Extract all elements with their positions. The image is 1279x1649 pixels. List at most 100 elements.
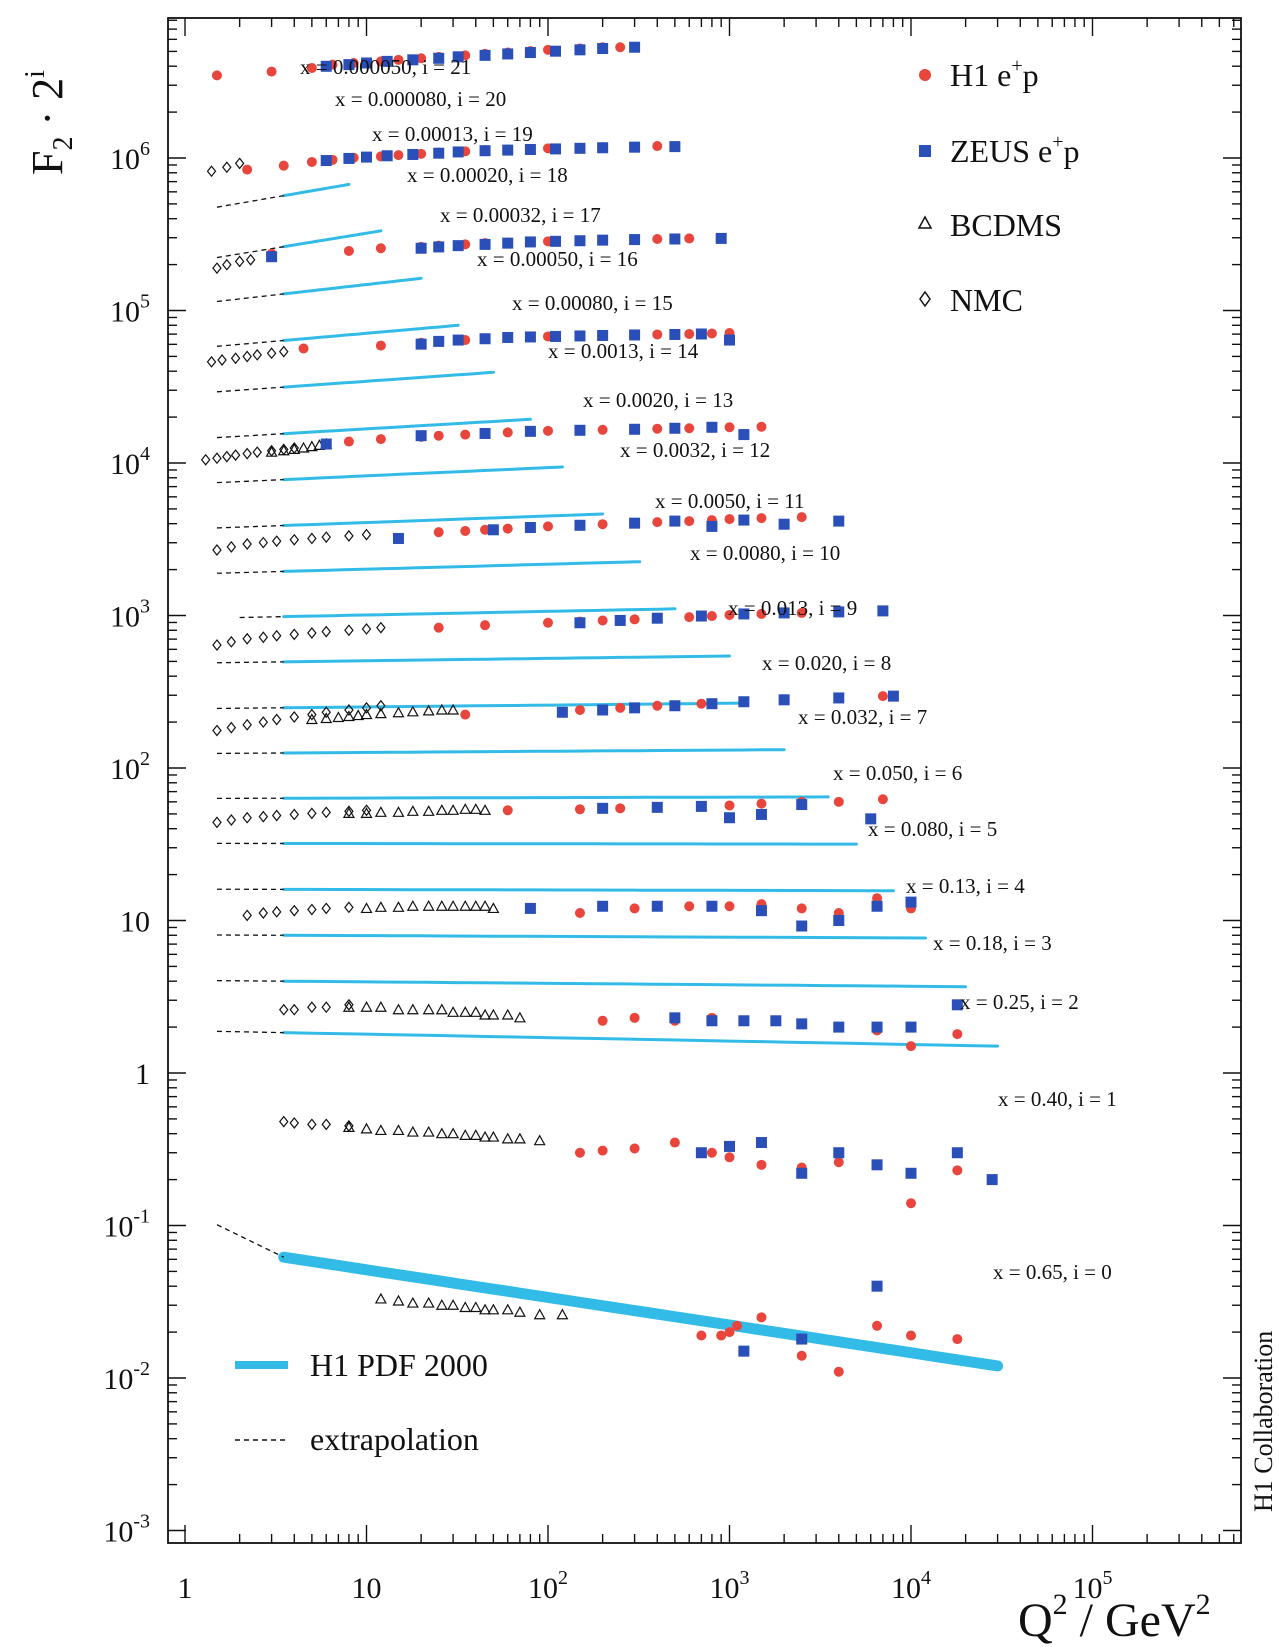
- fit-curve: [282, 229, 383, 249]
- legend: H1 e+p ZEUS e+p BCDMS NMC: [917, 55, 1079, 318]
- fit-curve: [282, 933, 927, 940]
- h1-point: [652, 329, 663, 340]
- h1-point: [684, 233, 695, 244]
- nmc-point: [307, 708, 317, 721]
- zeus-point: [871, 900, 883, 912]
- zeus-point: [381, 150, 393, 162]
- nmc-point: [344, 998, 354, 1011]
- h1-point: [724, 1152, 735, 1163]
- nmc-point: [258, 536, 269, 549]
- h1-point: [706, 328, 717, 339]
- bcdms-point: [447, 900, 460, 911]
- h1-point: [833, 1366, 844, 1377]
- zeus-point: [574, 519, 586, 531]
- nmc-point: [344, 704, 354, 716]
- zeus-point: [738, 608, 750, 620]
- bcdms-point: [422, 1003, 435, 1015]
- bcdms-point: [360, 1000, 373, 1012]
- bcdms-point: [342, 1000, 355, 1012]
- zeus-point: [796, 1333, 808, 1345]
- nmc-point: [258, 716, 269, 729]
- legend-zeus-marker: [919, 145, 931, 157]
- legend-zeus-label: ZEUS e+p: [950, 131, 1079, 169]
- zeus-point: [778, 518, 790, 530]
- h1-point: [652, 233, 663, 244]
- legend-bcdms-label: BCDMS: [950, 207, 1062, 243]
- nmc-point: [242, 909, 252, 922]
- zeus-point: [669, 328, 681, 340]
- zeus-point: [669, 515, 681, 527]
- nmc-point: [361, 804, 372, 817]
- h1-point: [756, 608, 767, 619]
- nmc-point: [271, 905, 282, 918]
- zeus-point: [755, 905, 767, 917]
- zeus-point: [392, 532, 404, 544]
- zeus-point: [433, 335, 445, 347]
- zeus-point: [865, 813, 877, 825]
- bcdms-point: [459, 1301, 472, 1313]
- h1-point: [877, 794, 888, 805]
- bin-label: x = 0.13, i = 4: [906, 874, 1025, 898]
- bin-labels: x = 0.000050, i = 21 x = 0.000080, i = 20…: [300, 55, 1117, 1284]
- zeus-point: [770, 1015, 782, 1027]
- bcdms-point: [392, 1124, 405, 1136]
- x-tick-labels: 1 10 102 103 104 105: [178, 1567, 1113, 1605]
- nmc-point: [222, 450, 232, 463]
- zeus-point: [738, 1015, 750, 1027]
- zeus-point: [669, 700, 681, 712]
- h1-point: [433, 430, 444, 441]
- extrapolation-line: [216, 195, 284, 208]
- h1-point: [543, 521, 553, 532]
- nmc-point: [245, 253, 256, 266]
- fit-curve: [282, 560, 642, 573]
- zeus-point: [706, 520, 718, 532]
- h1-point: [684, 423, 695, 434]
- nmc-point: [206, 355, 217, 368]
- h1-point: [652, 700, 663, 711]
- bcdms-point: [501, 1303, 514, 1315]
- zeus-point: [479, 49, 491, 61]
- zeus-point: [651, 801, 663, 813]
- bin-label: x = 0.18, i = 3: [933, 931, 1052, 955]
- fit-legend-band-label: H1 PDF 2000: [310, 1347, 488, 1383]
- zeus-point: [669, 1012, 681, 1024]
- zeus-point: [597, 704, 609, 716]
- zeus-point: [524, 236, 536, 248]
- nmc-point: [234, 255, 245, 268]
- zeus-point: [724, 1140, 735, 1152]
- bcdms-point: [360, 1122, 373, 1134]
- nmc-point: [271, 713, 282, 726]
- h1-point: [833, 1157, 844, 1168]
- h1-point: [796, 903, 807, 914]
- zeus-point: [502, 331, 514, 343]
- h1-point: [266, 66, 277, 77]
- h1-point: [684, 901, 695, 912]
- bin-label: x = 0.000050, i = 21: [300, 55, 471, 79]
- bcdms-point: [556, 1308, 569, 1320]
- zeus-point: [629, 141, 641, 153]
- zeus-point: [833, 915, 845, 926]
- bcdms-point: [447, 1299, 460, 1310]
- bin-label: x = 0.0050, i = 11: [655, 489, 805, 513]
- zeus-point: [796, 799, 808, 811]
- bcdms-point: [406, 1003, 419, 1015]
- bcdms-point: [422, 1296, 435, 1308]
- nmc-point: [289, 442, 300, 454]
- nmc-point: [212, 816, 222, 829]
- nmc-point: [307, 807, 317, 820]
- h1-point: [343, 245, 354, 256]
- fit-curve: [282, 795, 830, 800]
- h1-point: [502, 427, 513, 438]
- h1-point: [343, 436, 354, 447]
- zeus-point: [614, 614, 626, 626]
- h1-point: [597, 424, 608, 435]
- h1-point: [872, 1320, 883, 1331]
- zeus-point: [415, 338, 427, 350]
- y-tick-label: 102: [110, 748, 150, 786]
- nmc-point: [266, 347, 277, 360]
- h1-point: [706, 611, 717, 622]
- h1-point: [833, 796, 844, 807]
- y-tick-label: 105: [110, 291, 150, 329]
- zeus-point: [320, 438, 332, 450]
- h1-point: [502, 805, 513, 816]
